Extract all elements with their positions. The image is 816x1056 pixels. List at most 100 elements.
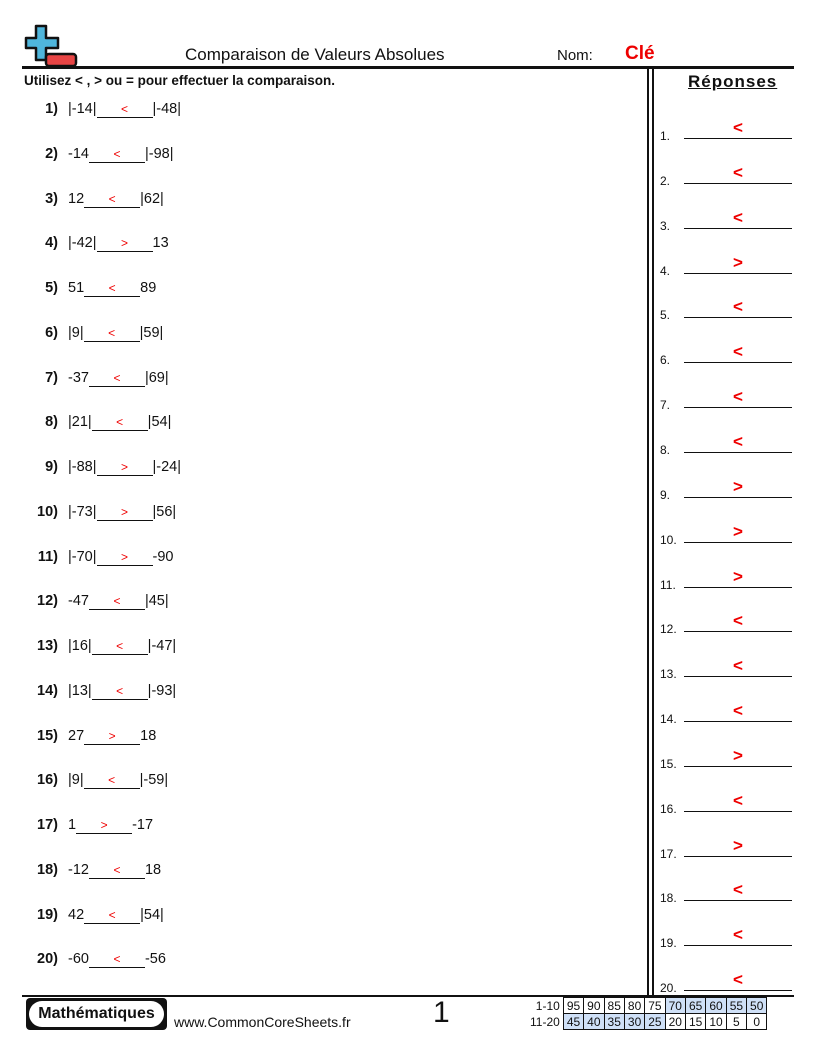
answer-item: 5. < [660,298,794,322]
score-cell: 0 [746,1013,768,1030]
left-value: |-73| [68,503,97,520]
name-value: Clé [625,43,655,64]
left-value: 42 [68,906,85,923]
answer-number: 5. [660,308,671,323]
problem-item: 19) 42 < |54| [24,907,164,924]
answer-number: 13. [660,667,677,682]
problem-item: 8) |21| < |54| [24,414,172,432]
left-value: 27 [68,727,85,744]
left-value: -47 [68,593,89,610]
answer-number: 20. [660,981,677,996]
answer-number: 2. [660,173,671,188]
problem-item: 13) |16| < |-47| [24,638,176,655]
left-value: |13| [68,682,92,699]
answer-item: 20. < [660,971,794,995]
answer-blank: < [91,415,148,432]
answer-item: 2. < [660,164,794,188]
right-value: 18 [144,861,162,878]
answer-number: 19. [660,936,677,951]
answer-item: 14. < [660,702,794,726]
answer-item: 10. > [660,523,794,547]
answer-line: < [684,657,792,678]
answer-blank: < [91,684,148,700]
site-url: www.CommonCoreSheets.fr [174,1014,351,1030]
problem-item: 15) 27 >18 [24,728,156,745]
problem-number: 10) [37,503,58,520]
score-row-label: 11-20 [530,1014,560,1029]
answer-line: > [684,568,792,588]
right-value: |54| [140,906,164,923]
problem-item: 1) |-14| < |-48| [24,101,181,118]
answer-line: < [684,792,792,812]
problem-number: 11) [37,548,58,565]
answer-line: > [684,747,792,767]
header-divider [22,66,794,69]
problem-number: 6) [45,324,58,341]
answer-blank: < [88,863,145,879]
problem-item: 6) |9| < |59| [24,325,163,342]
problem-item: 18) -12 <18 [24,862,161,879]
answer-blank: < [88,952,145,969]
column-divider [652,68,654,996]
right-value: |69| [144,369,169,386]
problem-number: 7) [45,369,58,386]
answer-number: 10. [660,532,677,547]
problem-item: 10) |-73| > |56| [24,504,176,521]
answer-number: 1. [660,129,671,143]
footer-divider [22,995,794,997]
left-value: |-70| [68,548,97,565]
answer-line: < [684,298,792,319]
answer-blank: < [88,147,145,163]
answer-line: < [684,343,792,364]
column-divider [647,68,649,996]
right-value: |-24| [152,459,182,475]
answer-line: > [684,478,792,498]
left-value: |-88| [68,459,97,475]
answer-number: 4. [660,263,671,278]
answer-line: < [684,433,792,453]
answer-number: 18. [660,891,677,906]
score-row: 1-10 95 90 85 80 75 70 65 60 55 50 [527,997,768,1014]
answer-blank: > [96,550,153,566]
left-value: -14 [68,145,89,162]
problem-number: 17) [37,817,58,833]
answer-line: < [684,164,792,184]
score-cell: 85 [603,997,625,1014]
score-cell: 30 [623,1013,646,1030]
right-value: |54| [147,414,172,431]
right-value: |56| [152,503,177,520]
right-value: -17 [132,817,154,833]
score-cell: 50 [746,997,768,1014]
answer-blank: > [96,505,153,521]
problem-item: 11) |-70| > -90 [24,549,173,566]
answer-item: 4. > [660,254,794,278]
answer-blank: > [96,460,153,476]
problem-item: 12) -47 < |45| [24,593,169,611]
right-value: -56 [144,951,166,968]
answer-line: < [684,971,792,992]
problem-number: 2) [45,145,58,162]
page-title: Comparaison de Valeurs Absolues [185,45,445,64]
problem-item: 9) |-88| > |-24| [24,459,181,476]
problem-number: 5) [45,280,58,296]
answer-line: < [684,209,792,229]
problem-item: 20) -60 < -56 [24,951,166,969]
right-value: |62| [140,190,164,207]
problem-item: 2) -14 < |-98| [24,146,173,163]
score-cell: 70 [664,997,686,1014]
answer-number: 14. [660,712,677,727]
problem-number: 8) [45,414,58,431]
name-label: Nom: [557,47,593,64]
answer-line: > [684,523,792,543]
answer-blank: < [91,639,148,655]
score-cell: 45 [562,1013,585,1030]
answer-line: < [684,881,792,902]
problem-number: 9) [45,459,58,475]
problem-item: 3) 12 < |62| [24,191,164,208]
left-value: 1 [68,817,77,833]
brand-badge: Mathématiques [26,998,167,1030]
score-cell: 55 [725,997,748,1014]
left-value: |-42| [68,235,97,252]
left-value: |-14| [68,101,97,117]
score-cell: 95 [562,997,585,1014]
